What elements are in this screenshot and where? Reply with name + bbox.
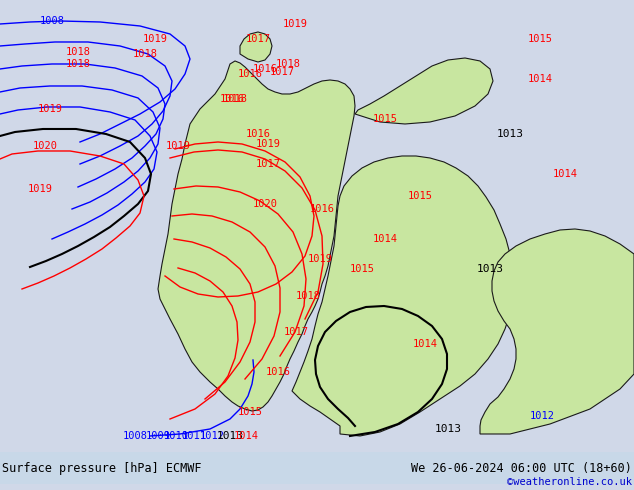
Text: 1019: 1019 <box>256 139 280 149</box>
Text: 1017: 1017 <box>245 34 271 44</box>
Text: 1019: 1019 <box>307 254 332 264</box>
Text: 1019: 1019 <box>283 19 307 29</box>
Text: 1016: 1016 <box>238 69 262 79</box>
Text: 1013: 1013 <box>216 431 243 441</box>
Text: 1014: 1014 <box>552 169 578 179</box>
Polygon shape <box>292 156 514 436</box>
Text: 1013: 1013 <box>477 264 503 274</box>
Text: 1018: 1018 <box>133 49 157 59</box>
Text: 1016: 1016 <box>245 129 271 139</box>
Text: 1015: 1015 <box>238 407 262 417</box>
Text: 1016: 1016 <box>252 64 278 74</box>
Polygon shape <box>240 32 272 62</box>
Text: 1018: 1018 <box>276 59 301 69</box>
Text: 1020: 1020 <box>32 141 58 151</box>
Text: 1013: 1013 <box>434 424 462 434</box>
Text: ©weatheronline.co.uk: ©weatheronline.co.uk <box>507 477 632 487</box>
Text: 1008: 1008 <box>122 431 148 441</box>
Text: 1019: 1019 <box>165 141 190 151</box>
Text: 1014: 1014 <box>413 339 437 349</box>
Polygon shape <box>158 61 355 411</box>
Text: 1014: 1014 <box>527 74 552 84</box>
Text: 1013: 1013 <box>496 129 524 139</box>
Text: 1015: 1015 <box>373 114 398 124</box>
Text: 1016: 1016 <box>266 367 290 377</box>
Text: 1019: 1019 <box>37 104 63 114</box>
Text: 1014: 1014 <box>373 234 398 244</box>
Text: 1011: 1011 <box>181 431 207 441</box>
Text: 1015: 1015 <box>408 191 432 201</box>
Text: 1019: 1019 <box>27 184 53 194</box>
Text: 1016: 1016 <box>309 204 335 214</box>
Text: We 26-06-2024 06:00 UTC (18+60): We 26-06-2024 06:00 UTC (18+60) <box>411 463 632 475</box>
Text: 1012: 1012 <box>529 411 555 421</box>
Text: 1018: 1018 <box>65 47 91 57</box>
Polygon shape <box>480 229 634 434</box>
Text: 1020: 1020 <box>252 199 278 209</box>
Text: 1015: 1015 <box>527 34 552 44</box>
Text: Surface pressure [hPa] ECMWF: Surface pressure [hPa] ECMWF <box>2 463 202 475</box>
Text: 1014: 1014 <box>233 431 259 441</box>
Polygon shape <box>355 58 493 124</box>
Text: 1012: 1012 <box>200 431 224 441</box>
Text: 1018: 1018 <box>295 291 321 301</box>
Text: 1018: 1018 <box>65 59 91 69</box>
Text: 1008: 1008 <box>39 16 65 26</box>
Text: 1017: 1017 <box>256 159 280 169</box>
Bar <box>0 452 634 484</box>
Text: 1016: 1016 <box>219 94 245 104</box>
Text: 1015: 1015 <box>349 264 375 274</box>
Text: 1017: 1017 <box>269 67 295 77</box>
Text: 1019: 1019 <box>143 34 167 44</box>
Text: 1009: 1009 <box>145 431 171 441</box>
Text: 1010: 1010 <box>164 431 188 441</box>
Text: 1017: 1017 <box>283 327 309 337</box>
Text: 1018: 1018 <box>223 94 247 104</box>
